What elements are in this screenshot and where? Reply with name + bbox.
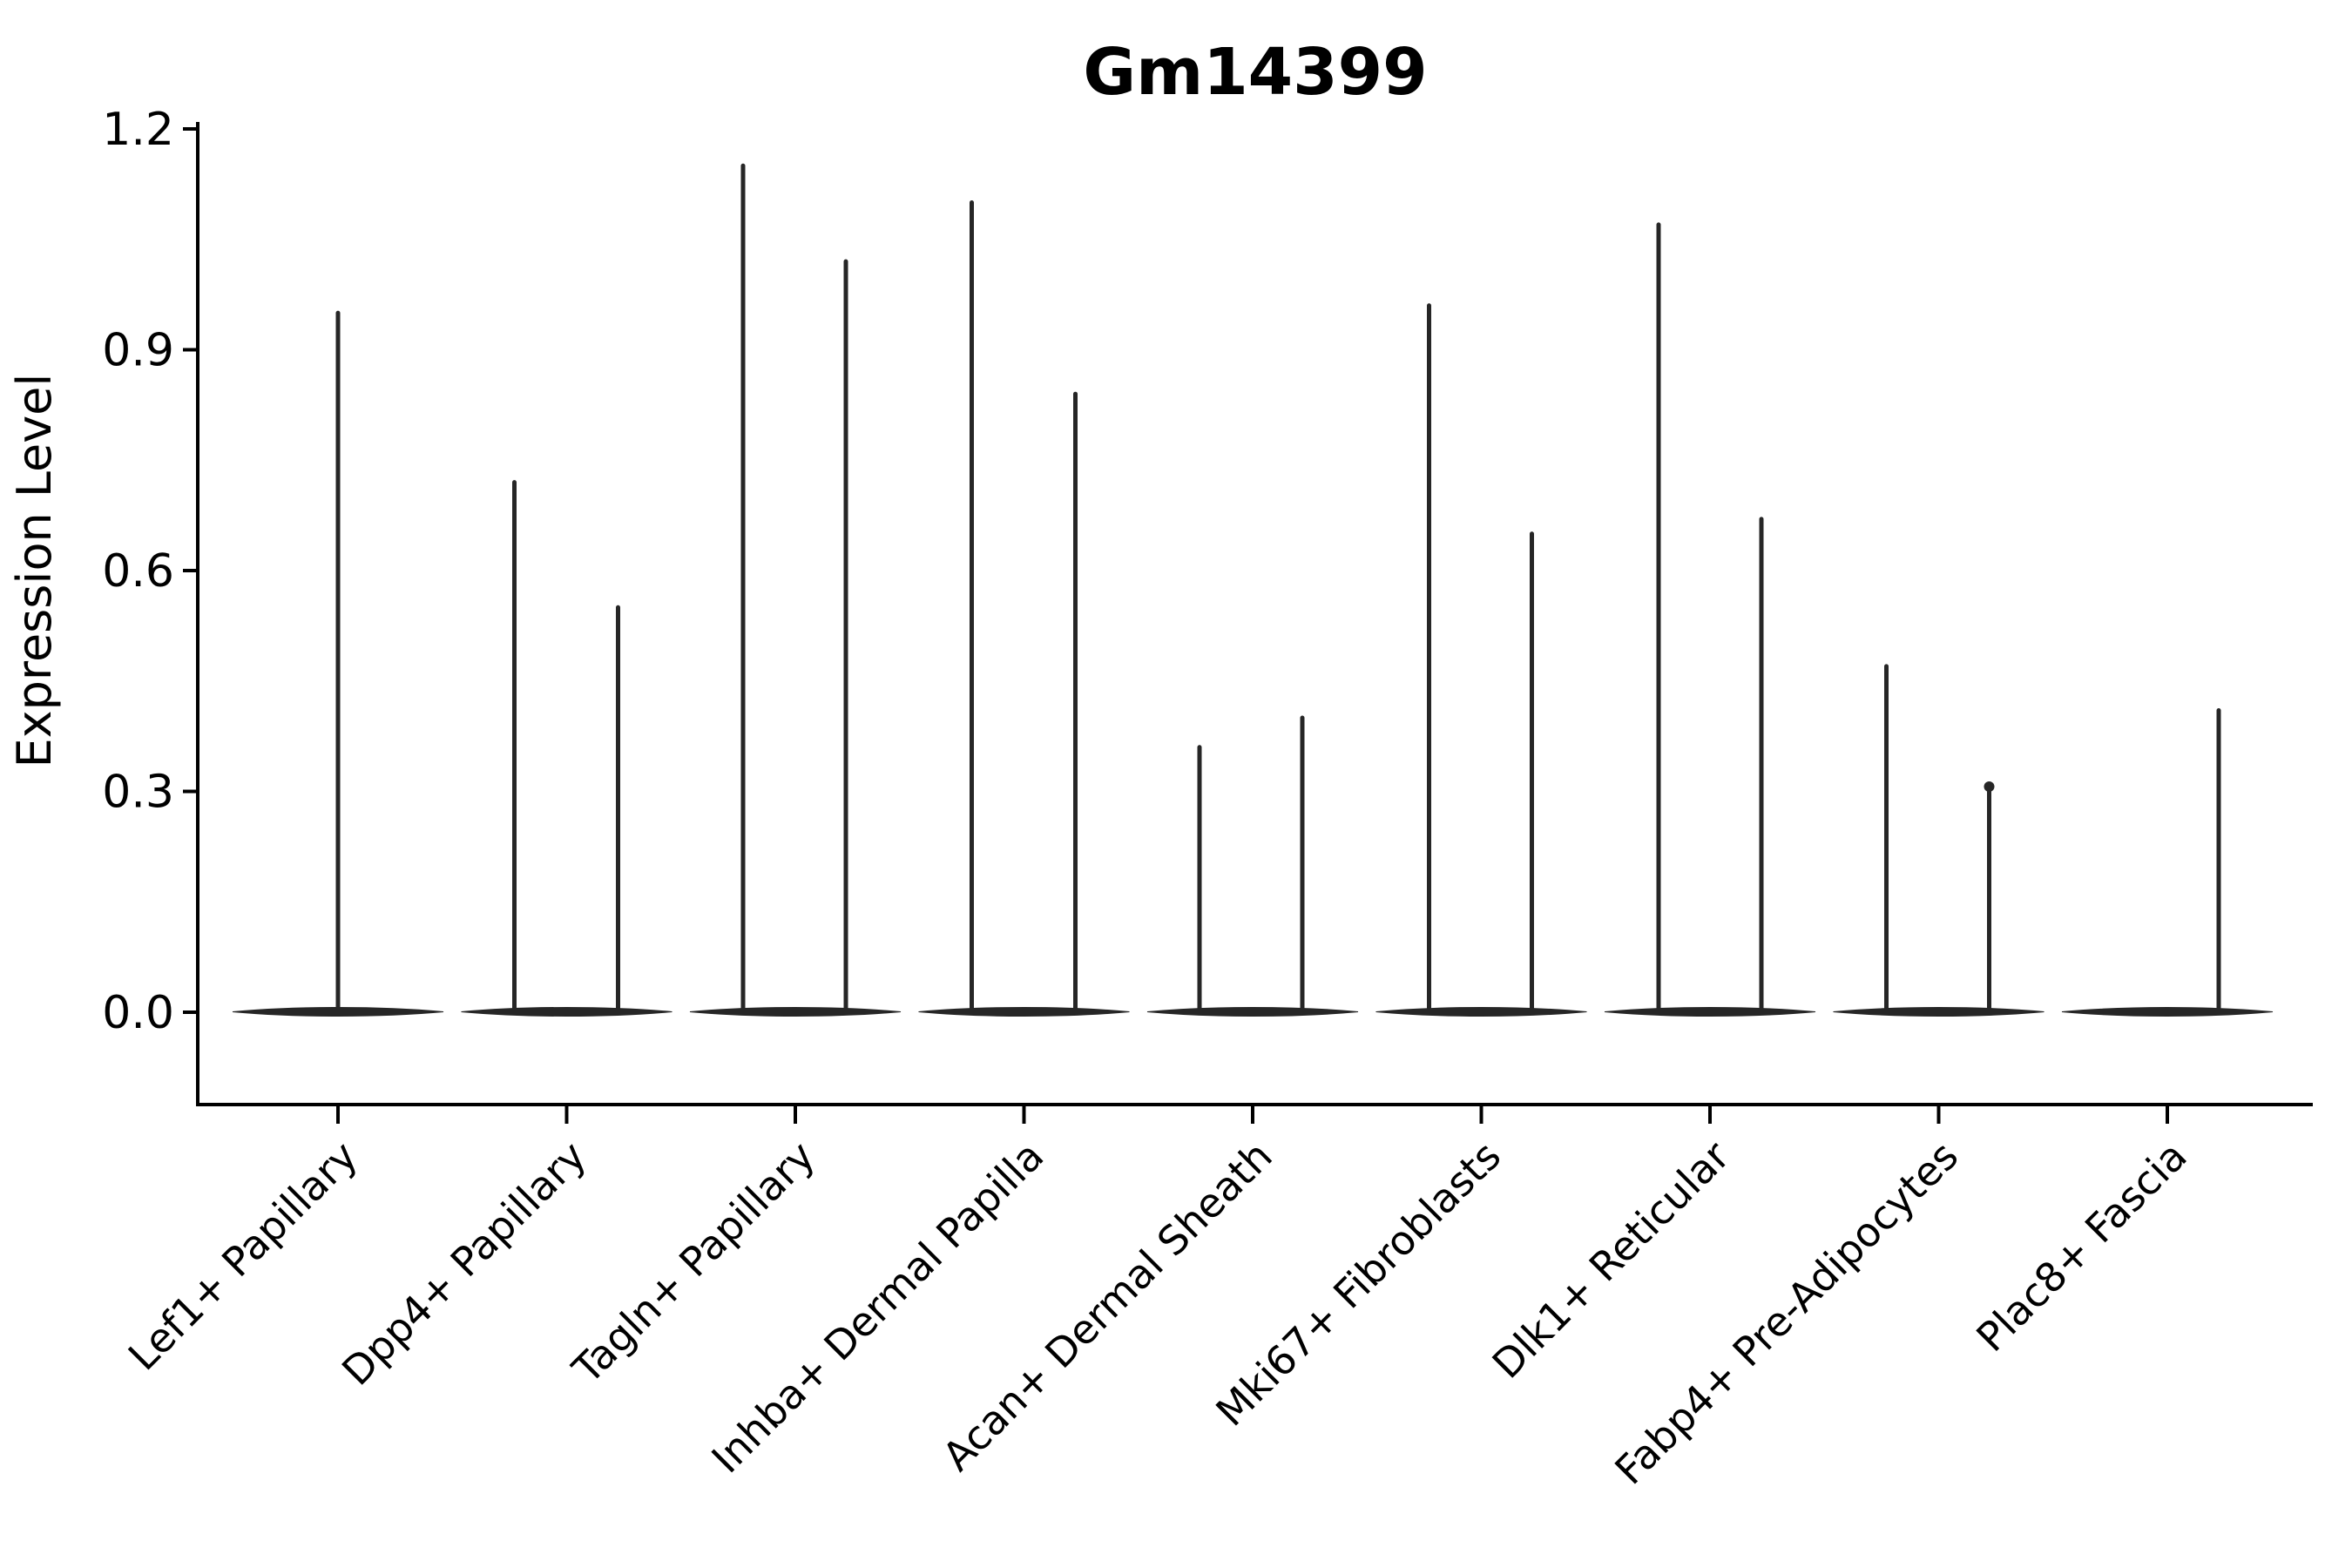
- chart-title: Gm14399: [1083, 35, 1427, 110]
- axis-spines: [196, 122, 2313, 1106]
- x-tick-label: Plac8+ Fascia: [1967, 1132, 2195, 1361]
- violin-base: [1604, 1006, 1816, 1017]
- axes: [196, 122, 2313, 1106]
- violin-group: [1375, 303, 1587, 1017]
- violin-group: [232, 310, 444, 1017]
- y-axis-label: Expression Level: [7, 374, 62, 768]
- violin-base: [1146, 1006, 1359, 1017]
- y-tick-label: 0.6: [102, 545, 174, 598]
- violin-group: [918, 200, 1130, 1017]
- y-tick-label: 1.2: [102, 104, 174, 156]
- violin-base: [461, 1006, 672, 1017]
- y-tick-label: 0.0: [102, 987, 174, 1039]
- y-tick-label: 0.3: [102, 767, 174, 819]
- violin-base: [1833, 1006, 2044, 1017]
- violin-base: [918, 1006, 1130, 1017]
- x-tick-label: Lef1+ Papillary: [119, 1132, 367, 1380]
- violin-group: [1833, 664, 2044, 1017]
- x-tick-label: Tagln+ Papillary: [563, 1132, 824, 1394]
- y-axis-ticks: 0.0 0.3 0.6 0.9 1.2: [102, 104, 198, 1039]
- violins: [232, 163, 2274, 1017]
- violin-base: [1375, 1006, 1587, 1017]
- x-tick-label: Dpp4+ Papillary: [333, 1132, 595, 1395]
- violin-group: [1146, 715, 1359, 1017]
- violin-group: [461, 480, 672, 1017]
- x-tick-label: Dlk1+ Reticular: [1484, 1132, 1739, 1388]
- violin-group: [1604, 222, 1816, 1017]
- violin-spike-knob: [1984, 781, 1995, 793]
- y-tick-label: 0.9: [102, 325, 174, 377]
- violin-group: [689, 163, 902, 1017]
- violin-base: [689, 1006, 902, 1017]
- violin-group: [2061, 708, 2274, 1017]
- violin-base: [2061, 1006, 2274, 1017]
